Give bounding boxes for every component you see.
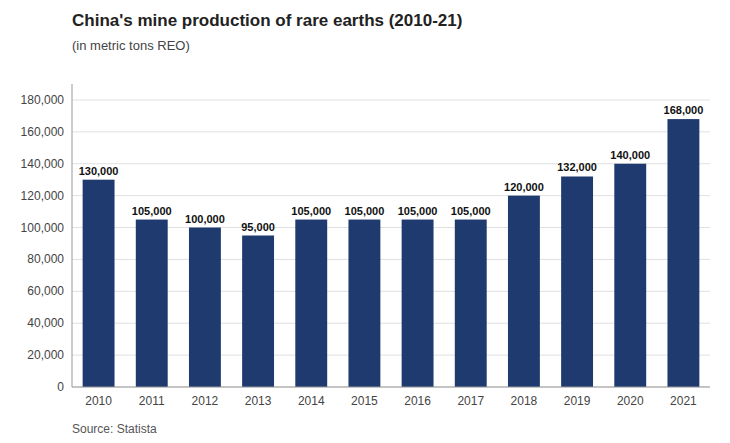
- x-tick-label: 2015: [351, 394, 378, 408]
- chart-container: China's mine production of rare earths (…: [0, 0, 730, 443]
- bar: [667, 119, 699, 387]
- data-label: 100,000: [185, 213, 225, 225]
- data-label: 130,000: [79, 165, 119, 177]
- title: China's mine production of rare earths (…: [72, 11, 462, 30]
- data-label: 140,000: [610, 149, 650, 161]
- data-labels: 130,000 105,000 100,000 95,000 105,000 105,00…: [79, 104, 704, 232]
- x-axis: 2010 2011 2012 2013 2014 2015 2016 2017 2018 2019…: [85, 394, 697, 408]
- data-label: 105,000: [345, 205, 385, 217]
- background: [0, 0, 730, 443]
- y-axis-line: [72, 84, 73, 387]
- grid-line: [72, 131, 710, 132]
- x-tick-label: 2012: [192, 394, 219, 408]
- bar: [614, 164, 646, 387]
- y-tick-label: 140,000: [21, 157, 65, 171]
- bar: [83, 180, 115, 387]
- bar: [348, 220, 380, 387]
- data-label: 105,000: [398, 205, 438, 217]
- subtitle: (in metric tons REO): [72, 38, 190, 53]
- bar: [508, 196, 540, 387]
- bar: [561, 176, 593, 387]
- y-tick-label: 160,000: [21, 125, 65, 139]
- bar: [295, 220, 327, 387]
- chart-svg: China's mine production of rare earths (…: [0, 0, 730, 443]
- x-tick-label: 2014: [298, 394, 325, 408]
- x-axis-line: [72, 387, 710, 388]
- x-tick-label: 2013: [245, 394, 272, 408]
- y-tick-label: 20,000: [27, 348, 64, 362]
- data-label: 132,000: [557, 161, 597, 173]
- x-tick-label: 2010: [85, 394, 112, 408]
- bar: [136, 220, 168, 387]
- data-label: 105,000: [451, 205, 491, 217]
- y-tick-label: 100,000: [21, 221, 65, 235]
- y-tick-label: 180,000: [21, 93, 65, 107]
- bar: [189, 228, 221, 387]
- grid-line: [72, 99, 710, 100]
- x-tick-label: 2020: [617, 394, 644, 408]
- x-tick-label: 2019: [564, 394, 591, 408]
- y-tick-label: 40,000: [27, 316, 64, 330]
- y-axis: 020,00040,00060,00080,000100,000120,0001…: [21, 93, 710, 394]
- x-tick-label: 2021: [670, 394, 697, 408]
- y-tick-label: 120,000: [21, 189, 65, 203]
- data-label: 105,000: [132, 205, 172, 217]
- x-tick-label: 2018: [511, 394, 538, 408]
- bar: [242, 236, 274, 388]
- bar: [455, 220, 487, 387]
- y-tick-label: 80,000: [27, 252, 64, 266]
- bar: [402, 220, 434, 387]
- data-label: 168,000: [664, 104, 704, 116]
- x-tick-label: 2017: [457, 394, 484, 408]
- grid-line: [72, 387, 710, 388]
- data-label: 105,000: [291, 205, 331, 217]
- data-label: 95,000: [241, 221, 275, 233]
- source: Source: Statista: [72, 422, 157, 436]
- y-tick-label: 60,000: [27, 284, 64, 298]
- data-label: 120,000: [504, 181, 544, 193]
- bars: [83, 119, 700, 387]
- x-tick-label: 2016: [404, 394, 431, 408]
- x-tick-label: 2011: [139, 394, 165, 408]
- y-tick-label: 0: [57, 380, 64, 394]
